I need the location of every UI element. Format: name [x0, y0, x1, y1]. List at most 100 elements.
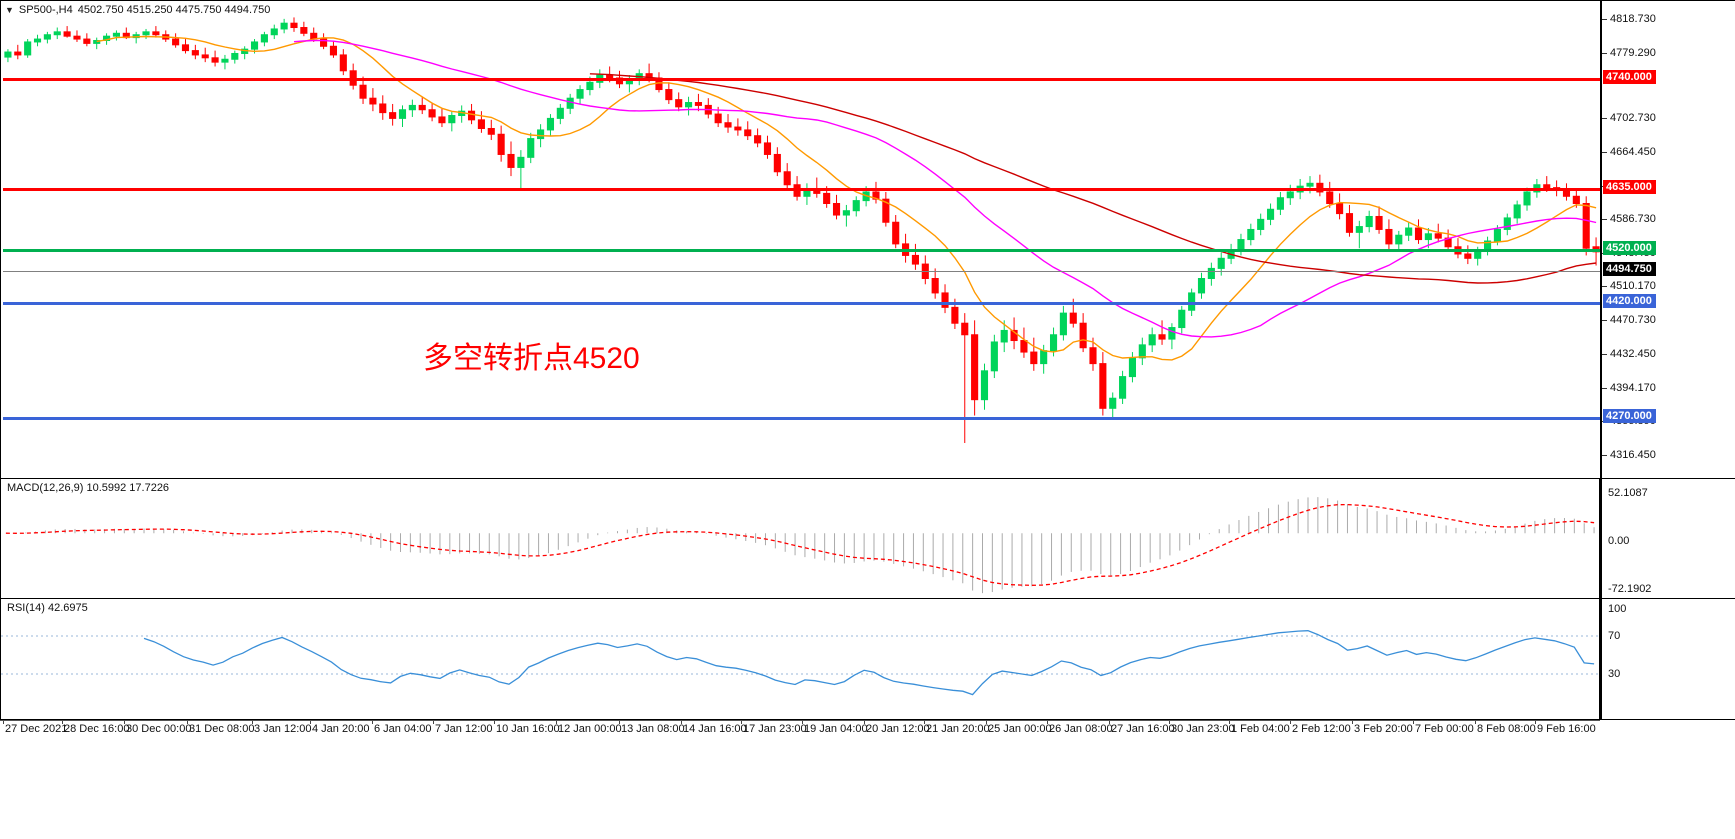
axis-corner	[1600, 720, 1735, 839]
time-tick-label: 7 Feb 00:00	[1415, 723, 1474, 735]
price-tick-4818-730: 4818.730	[1602, 13, 1656, 25]
time-tickmark	[986, 721, 987, 724]
time-tickmark	[1413, 721, 1414, 724]
time-tick-label: 2 Feb 12:00	[1292, 723, 1351, 735]
time-tickmark	[864, 721, 865, 724]
level-line-resistance-4740[interactable]	[3, 77, 1600, 81]
time-tick-label: 28 Dec 16:00	[64, 723, 130, 735]
price-tick-4470-730: 4470.730	[1602, 314, 1656, 326]
time-tick-label: 30 Jan 23:00	[1171, 723, 1235, 735]
chevron-down-icon[interactable]: ▼	[5, 4, 14, 15]
symbol-header: ▼ SP500-,H4 4502.750 4515.250 4475.750 4…	[5, 4, 270, 16]
price-tick-4316-450: 4316.450	[1602, 449, 1656, 461]
time-tick-label: 25 Jan 00:00	[988, 723, 1052, 735]
ohlc-values: 4502.750 4515.250 4475.750 4494.750	[77, 4, 271, 16]
macd-plot-layer	[5, 497, 1595, 594]
time-tickmark	[556, 721, 557, 724]
time-tick-label: 30 Dec 00:00	[126, 723, 192, 735]
chart-annotation-text: 多空转折点4520	[423, 342, 640, 375]
time-tick-label: 1 Feb 04:00	[1231, 723, 1290, 735]
time-tickmark	[310, 721, 311, 724]
level-line-pivot-4520[interactable]	[3, 248, 1600, 252]
time-tickmark	[741, 721, 742, 724]
price-badge-4635: 4635.000	[1603, 180, 1656, 194]
time-tickmark	[802, 721, 803, 724]
level-line-support-4270[interactable]	[3, 416, 1600, 420]
rsi-tick-100: 100	[1608, 603, 1627, 615]
time-tickmark	[1475, 721, 1476, 724]
price-plot-area[interactable]: 多空转折点4520	[3, 3, 1600, 478]
time-tickmark	[124, 721, 125, 724]
rsi-axis: 100 70 30	[1600, 598, 1735, 720]
time-tickmark	[1109, 721, 1110, 724]
rsi-plot-layer	[1, 630, 1599, 696]
price-tick-4779-290: 4779.290	[1602, 47, 1656, 59]
macd-panel[interactable]: MACD(12,26,9) 10.5992 17.7226	[0, 478, 1600, 598]
time-tick-label: 20 Jan 12:00	[866, 723, 930, 735]
time-tickmark	[924, 721, 925, 724]
macd-tick-0_00: 0.00	[1608, 535, 1630, 547]
time-tick-label: 7 Jan 12:00	[435, 723, 493, 735]
symbol-label: SP500-,H4	[18, 4, 73, 16]
time-tickmark	[62, 721, 63, 724]
time-tick-label: 31 Dec 08:00	[189, 723, 255, 735]
time-tick-label: 8 Feb 08:00	[1477, 723, 1536, 735]
price-badge-last: 4494.750	[1603, 262, 1656, 276]
time-tickmark	[1047, 721, 1048, 724]
time-tickmark	[1229, 721, 1230, 724]
macd-label: MACD(12,26,9) 10.5992 17.7226	[7, 482, 170, 494]
price-candles-layer	[4, 17, 1600, 443]
price-tick-4394-170: 4394.170	[1602, 382, 1656, 394]
time-tickmark	[1290, 721, 1291, 724]
level-line-last-price-4494[interactable]	[3, 270, 1600, 272]
time-tick-label: 12 Jan 00:00	[558, 723, 622, 735]
price-tick-4586-730: 4586.730	[1602, 213, 1656, 225]
time-tick-label: 26 Jan 08:00	[1049, 723, 1113, 735]
price-badge-4270: 4270.000	[1603, 409, 1656, 423]
time-tick-label: 17 Jan 23:00	[743, 723, 807, 735]
time-tickmark	[1352, 721, 1353, 724]
time-tickmark	[681, 721, 682, 724]
price-tick-4432-450: 4432.450	[1602, 348, 1656, 360]
time-tick-label: 27 Dec 2021	[5, 723, 68, 735]
time-tick-label: 9 Feb 16:00	[1537, 723, 1596, 735]
rsi-tick-30: 30	[1608, 668, 1621, 680]
price-tick-4702-730: 4702.730	[1602, 112, 1656, 124]
time-tickmark	[619, 721, 620, 724]
macd-tick-52_1087: 52.1087	[1608, 487, 1648, 499]
time-tickmark	[187, 721, 188, 724]
time-tick-label: 3 Jan 12:00	[254, 723, 312, 735]
time-tickmark	[494, 721, 495, 724]
time-tickmark	[1535, 721, 1536, 724]
time-tick-label: 19 Jan 04:00	[804, 723, 868, 735]
price-badge-4740: 4740.000	[1603, 70, 1656, 84]
price-tick-4664-450: 4664.450	[1602, 146, 1656, 158]
time-tick-label: 4 Jan 20:00	[312, 723, 370, 735]
time-tickmark	[252, 721, 253, 724]
macd-axis: 52.1087 0.00 -72.1902	[1600, 478, 1735, 598]
time-axis[interactable]: 27 Dec 2021 28 Dec 16:00 30 Dec 00:00 31 De…	[0, 720, 1735, 839]
price-badge-4420: 4420.000	[1603, 294, 1656, 308]
time-tickmark	[1169, 721, 1170, 724]
time-tickmark	[3, 721, 4, 724]
price-chart-panel[interactable]: 多空转折点4520 ▼ SP500-,H4 4502.750 4515.250 …	[0, 0, 1600, 478]
rsi-label: RSI(14) 42.6975	[7, 602, 88, 614]
level-line-support-4420[interactable]	[3, 301, 1600, 305]
time-tick-label: 13 Jan 08:00	[621, 723, 685, 735]
time-tickmark	[433, 721, 434, 724]
time-tick-label: 3 Feb 20:00	[1354, 723, 1413, 735]
time-tickmark	[372, 721, 373, 724]
macd-tick-_72_1902: -72.1902	[1608, 583, 1652, 595]
price-tick-4510-170: 4510.170	[1602, 280, 1656, 292]
time-tick-label: 14 Jan 16:00	[683, 723, 747, 735]
rsi-tick-70: 70	[1608, 630, 1621, 642]
price-axis[interactable]: 4818.7304779.2904702.7304664.4504625.010…	[1600, 0, 1735, 562]
level-line-resistance-4635[interactable]	[3, 187, 1600, 191]
time-tick-label: 10 Jan 16:00	[496, 723, 560, 735]
time-tick-label: 27 Jan 16:00	[1111, 723, 1175, 735]
time-tick-label: 6 Jan 04:00	[374, 723, 432, 735]
time-tick-label: 21 Jan 20:00	[926, 723, 990, 735]
rsi-panel[interactable]: RSI(14) 42.6975	[0, 598, 1600, 720]
price-badge-4520: 4520.000	[1603, 241, 1656, 255]
